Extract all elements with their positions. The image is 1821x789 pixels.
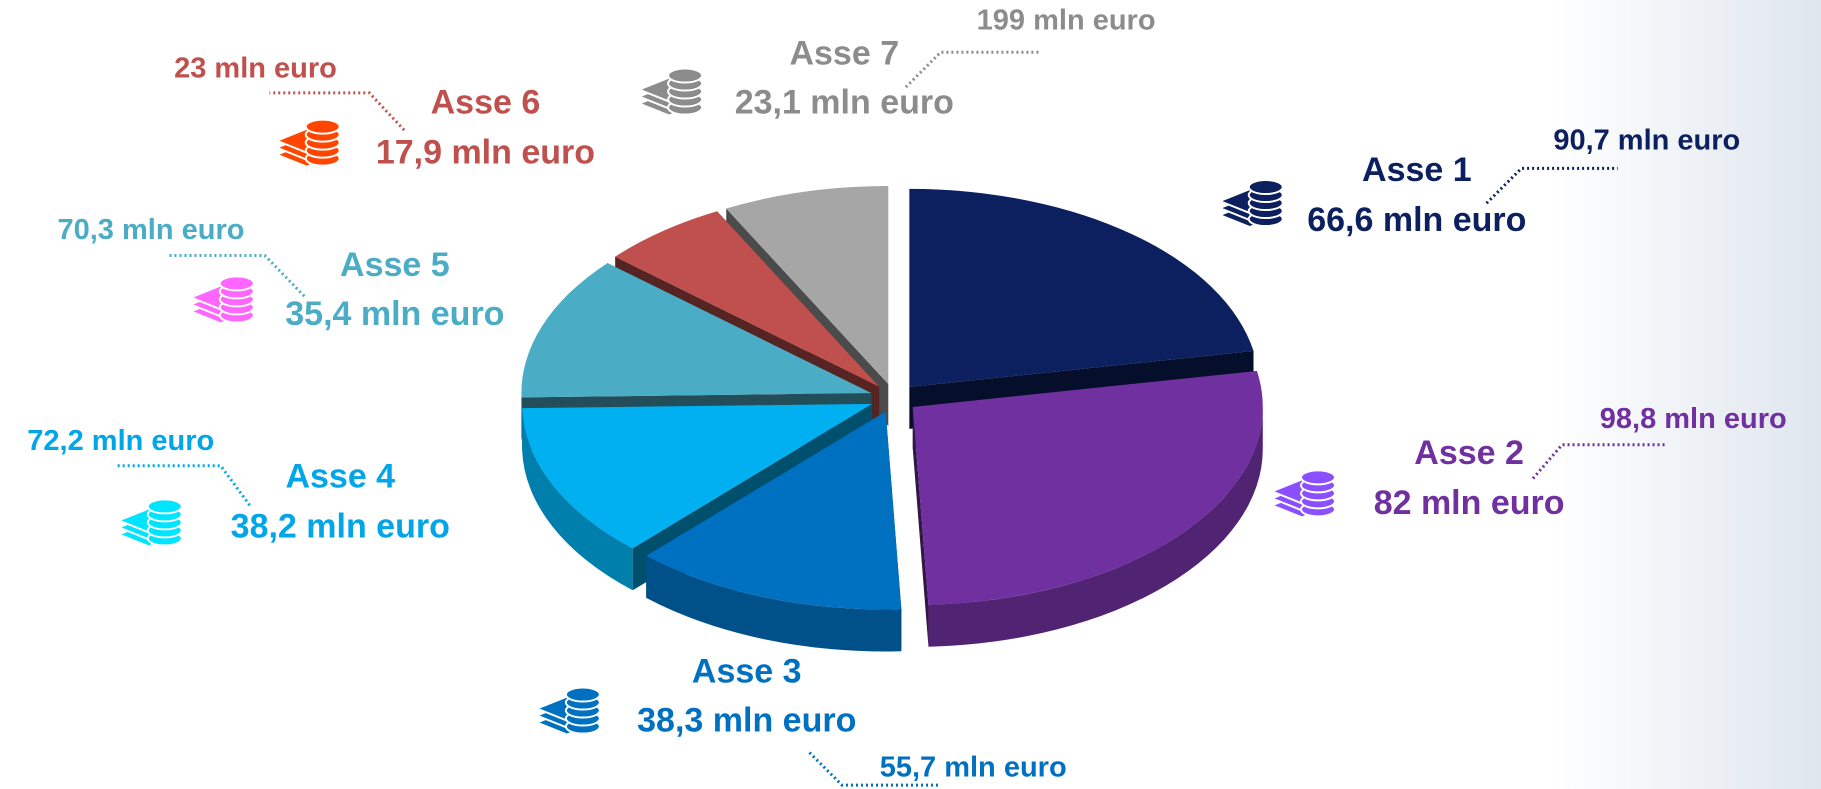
category-label: Asse 6 xyxy=(431,84,541,122)
slice-top xyxy=(912,370,1263,605)
value-label: 82 mln euro xyxy=(1374,484,1565,522)
value-label: 66,6 mln euro xyxy=(1307,201,1526,239)
slice-wall xyxy=(646,555,902,652)
value-label: 17,9 mln euro xyxy=(376,133,595,171)
value-label: 23,1 mln euro xyxy=(735,84,954,122)
coin-icon xyxy=(636,67,704,117)
icon-coin xyxy=(1300,469,1337,486)
annotation: 55,7 mln euro xyxy=(880,751,1067,783)
icon-coin xyxy=(218,275,255,292)
coin-icon xyxy=(1269,469,1337,519)
coin-icon xyxy=(188,275,255,325)
coin-icon xyxy=(274,118,341,168)
category-label: Asse 5 xyxy=(340,246,450,284)
slice-wall xyxy=(522,408,633,591)
category-label: Asse 7 xyxy=(789,35,899,73)
coin-icon xyxy=(534,686,601,736)
slice-top xyxy=(521,263,872,398)
category-label: Asse 3 xyxy=(692,653,802,691)
icon-coin xyxy=(564,686,601,703)
coin-icon xyxy=(1217,179,1284,229)
annotation: 90,7 mln euro xyxy=(1553,124,1740,156)
slice xyxy=(646,411,902,652)
slice-side xyxy=(912,406,929,647)
leader-line xyxy=(116,464,251,507)
coin-icon xyxy=(116,498,183,548)
slice-wall xyxy=(928,406,1263,647)
label-group: Asse 4 38,2 mln euro 72,2 mln euro xyxy=(27,425,450,548)
icon-coin xyxy=(1247,179,1284,196)
slice-top xyxy=(522,403,873,549)
category-label: Asse 4 xyxy=(285,457,395,495)
icon-coin xyxy=(304,118,341,135)
label-group: Asse 7 23,1 mln euro 199 mln euro xyxy=(636,5,1156,122)
icon-coin xyxy=(146,498,183,515)
label-group: Asse 3 38,3 mln euro 55,7 mln euro xyxy=(534,653,1067,787)
value-label: 35,4 mln euro xyxy=(285,295,504,333)
category-label: Asse 1 xyxy=(1362,151,1472,189)
icon-coin xyxy=(667,67,704,84)
slice-top xyxy=(615,211,880,387)
label-group: Asse 6 17,9 mln euro 23 mln euro xyxy=(174,52,595,171)
leader-line xyxy=(1485,166,1618,205)
slice-top xyxy=(726,186,889,385)
label-group: Asse 1 66,6 mln euro 90,7 mln euro xyxy=(1217,124,1740,239)
slice-top xyxy=(909,188,1254,387)
leader-line xyxy=(904,50,1040,89)
annotation: 70,3 mln euro xyxy=(57,214,244,246)
slice-top xyxy=(646,411,902,610)
annotation: 23 mln euro xyxy=(174,52,337,84)
slice xyxy=(912,370,1263,647)
value-label: 38,2 mln euro xyxy=(231,507,450,545)
leader-line xyxy=(269,91,406,132)
leader-line xyxy=(808,751,941,787)
annotation: 199 mln euro xyxy=(977,5,1156,37)
annotation: 98,8 mln euro xyxy=(1600,403,1787,435)
annotation: 72,2 mln euro xyxy=(27,425,214,457)
leader-line xyxy=(168,253,306,298)
category-label: Asse 2 xyxy=(1414,434,1524,472)
label-group: Asse 5 35,4 mln euro 70,3 mln euro xyxy=(57,214,504,333)
value-label: 38,3 mln euro xyxy=(637,701,856,739)
label-group: Asse 2 82 mln euro 98,8 mln euro xyxy=(1269,403,1787,522)
